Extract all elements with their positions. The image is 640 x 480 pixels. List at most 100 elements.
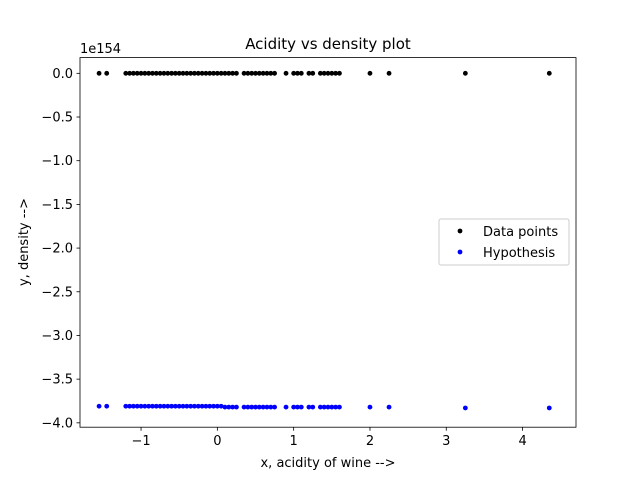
data-point <box>306 70 312 76</box>
x-tick-label: 1 <box>290 434 298 449</box>
y-tick-label: −0.5 <box>41 111 73 126</box>
data-point <box>241 70 247 76</box>
data-point <box>150 70 155 76</box>
data-point <box>104 70 110 76</box>
data-point <box>131 70 136 76</box>
hypothesis-point <box>222 404 228 410</box>
y-axis-label: y, density --> <box>17 198 32 286</box>
data-point <box>211 70 216 76</box>
data-point <box>222 70 228 76</box>
axis-ticks: −1 0 1 2 3 4 0.0 −0.5 −1.0 −1.5 −2.0 −2.5 −3.0 −3.5 −4… <box>41 67 526 449</box>
data-point <box>146 70 152 76</box>
hypothesis-point <box>153 403 159 409</box>
data-point <box>134 70 140 76</box>
hypothesis-point <box>142 403 148 409</box>
data-point <box>96 70 102 76</box>
series-hypothesis <box>96 403 552 411</box>
data-point <box>329 70 335 76</box>
data-point <box>176 70 182 76</box>
hypothesis-point <box>138 403 144 409</box>
hypothesis-point <box>325 404 331 410</box>
y-offset-label: 1e154 <box>80 42 121 57</box>
data-point <box>295 70 300 76</box>
hypothesis-point <box>218 403 224 409</box>
hypothesis-point <box>230 404 236 410</box>
hypothesis-point <box>337 404 342 410</box>
x-tick-label: −1 <box>131 434 150 449</box>
y-tick-label: 0.0 <box>52 67 73 82</box>
hypothesis-point <box>169 403 174 409</box>
legend-box <box>438 218 570 266</box>
data-point <box>169 70 174 76</box>
hypothesis-point <box>546 405 552 411</box>
data-point <box>165 70 171 76</box>
data-point <box>203 70 209 76</box>
hypothesis-point <box>188 403 194 409</box>
legend-marker-hypothesis <box>457 249 463 255</box>
hypothesis-point <box>245 404 251 410</box>
hypothesis-point <box>134 403 140 409</box>
hypothesis-point <box>165 403 171 409</box>
x-tick-label: 4 <box>518 434 526 449</box>
hypothesis-point <box>241 404 247 410</box>
data-point <box>462 70 468 76</box>
data-point <box>283 70 289 76</box>
plot-frame <box>79 57 577 428</box>
data-point <box>123 70 129 76</box>
data-point <box>138 70 144 76</box>
hypothesis-point <box>291 404 297 410</box>
data-point <box>230 70 236 76</box>
hypothesis-point <box>321 404 327 410</box>
data-point <box>172 70 178 76</box>
chart-title: Acidity vs density plot <box>245 35 411 53</box>
hypothesis-point <box>272 404 277 410</box>
data-point <box>234 70 239 76</box>
data-point <box>367 70 373 76</box>
hypothesis-point <box>123 403 129 409</box>
hypothesis-point <box>386 404 392 410</box>
data-point <box>207 70 213 76</box>
data-point <box>180 70 186 76</box>
data-point <box>157 70 163 76</box>
hypothesis-point <box>203 403 209 409</box>
y-tick-label: −4.0 <box>41 416 73 431</box>
x-tick-label: 2 <box>366 434 374 449</box>
data-point <box>195 70 201 76</box>
x-tick-label: 0 <box>213 434 221 449</box>
hypothesis-point <box>268 404 274 410</box>
data-point <box>298 70 304 76</box>
hypothesis-point <box>184 403 190 409</box>
hypothesis-point <box>295 404 300 410</box>
hypothesis-point <box>161 403 167 409</box>
hypothesis-point <box>367 404 373 410</box>
hypothesis-point <box>260 404 266 410</box>
data-point <box>192 70 197 76</box>
data-point <box>256 70 262 76</box>
series-data-points <box>96 70 552 76</box>
data-point <box>337 70 342 76</box>
hypothesis-point <box>283 404 289 410</box>
hypothesis-point <box>249 404 255 410</box>
legend-label-data-points: Data points <box>483 225 558 240</box>
data-point <box>264 70 270 76</box>
legend-marker-data-points <box>457 228 463 234</box>
hypothesis-point <box>104 403 110 409</box>
data-point <box>199 70 205 76</box>
hypothesis-point <box>462 405 468 411</box>
hypothesis-point <box>329 404 335 410</box>
hypothesis-point <box>253 404 258 410</box>
data-point <box>249 70 255 76</box>
data-point <box>325 70 331 76</box>
hypothesis-point <box>172 403 178 409</box>
data-point <box>310 70 316 76</box>
hypothesis-point <box>157 403 163 409</box>
data-point <box>272 70 277 76</box>
data-point <box>386 70 392 76</box>
hypothesis-point <box>146 403 152 409</box>
data-point <box>268 70 274 76</box>
hypothesis-point <box>150 403 155 409</box>
y-tick-label: −1.5 <box>41 198 73 213</box>
data-point <box>142 70 148 76</box>
data-point <box>291 70 297 76</box>
